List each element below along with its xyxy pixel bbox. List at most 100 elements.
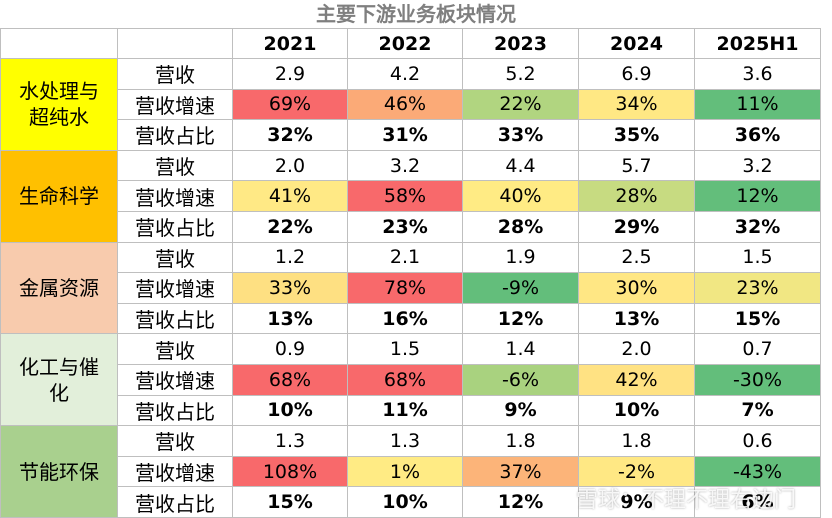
cell: 1.9 [462,241,579,274]
cell: 13% [232,302,348,335]
cell: 32% [232,119,348,151]
corner-cell [117,28,233,59]
cell: 108% [232,455,348,488]
cell: 2.0 [232,149,348,182]
cell: 11% [694,88,821,121]
cell: 22% [462,88,579,121]
cell: -30% [694,363,821,396]
row: 化工与催化 营收 0.9 1.5 1.4 2.0 0.7 [0,333,821,427]
group-cell: 化工与催化 [0,333,118,427]
cell: 1.5 [694,241,821,274]
cell: 78% [347,272,463,304]
cell: 9% [462,394,579,427]
group-cell: 水处理与超纯水 [0,58,118,151]
row-label: 营收增速 [117,363,233,396]
cell: 3.2 [347,149,463,182]
cell: 35% [578,119,695,151]
cell: 1.3 [347,425,463,457]
row-label: 营收增速 [117,272,233,304]
cell: 2.1 [347,241,463,274]
cell: 1.4 [462,333,579,365]
cell: 2.0 [578,333,695,365]
corner-cell [0,28,118,59]
row: 营收增速 108% 1% 37% -2% -43% [1,455,821,488]
group-cell: 节能环保 [0,425,118,518]
column-header: 2022 [347,28,463,59]
column-header: 2025H1 [694,28,821,59]
group-name: 节能环保 [19,459,99,484]
row: 金属资源 营收 1.2 2.1 1.9 2.5 1.5 [0,241,821,335]
cell: 1.8 [578,425,695,457]
row-label: 营收占比 [117,210,233,243]
column-header: 2023 [462,28,579,59]
cell: 46% [347,88,463,121]
row: 营收占比 10% 11% 9% 10% 7% [1,394,821,427]
cell: 0.9 [232,333,348,365]
cell: 23% [347,210,463,243]
cell: 30% [578,272,695,304]
cell: 33% [232,272,348,304]
row: 营收占比 15% 10% 12% 9% 6% [1,486,821,518]
row-label: 营收增速 [117,180,233,212]
group-name: 化工与催化 [19,354,99,405]
cell: 28% [578,180,695,212]
cell: 34% [578,88,695,121]
row: 营收增速 68% 68% -6% 42% -30% [1,363,821,396]
group-cell: 生命科学 [0,149,118,243]
cell: 12% [462,486,579,518]
cell: 2.9 [232,58,348,90]
group-cell: 金属资源 [0,241,118,335]
cell: 15% [694,302,821,335]
cell: 40% [462,180,579,212]
cell: 32% [694,210,821,243]
cell: 68% [347,363,463,396]
title: 主要下游业务板块情况 [316,2,516,26]
cell: 69% [232,88,348,121]
cell: 7% [694,394,821,427]
row: 营收占比 22% 23% 28% 29% 32% [1,210,821,243]
cell: 0.6 [694,425,821,457]
cell: 31% [347,119,463,151]
row: 营收增速 33% 78% -9% 30% 23% [1,272,821,304]
cell: -9% [462,272,579,304]
cell: 36% [694,119,821,151]
row: 节能环保 营收 1.3 1.3 1.8 1.8 0.6 [0,425,821,518]
row-label: 营收占比 [117,394,233,427]
row: 营收增速 69% 46% 22% 34% 11% [1,88,821,121]
cell: 4.2 [347,58,463,90]
cell: 5.2 [462,58,579,90]
group-name: 金属资源 [19,275,99,300]
watermark: 雪球：不理不理右边门 [575,488,796,513]
row: 水处理与超纯水 营收 2.9 4.2 5.2 6.9 3.6 [0,58,821,151]
group-name: 水处理与超纯水 [19,79,99,130]
row-label: 营收 [117,58,233,90]
cell: 6% [694,486,821,518]
cell: 6.9 [578,58,695,90]
cell: 10% [578,394,695,427]
cell: 1.5 [347,333,463,365]
cell: 1.2 [232,241,348,274]
cell: 1.3 [232,425,348,457]
row: 营收增速 41% 58% 40% 28% 12% [1,180,821,212]
cell: 4.4 [462,149,579,182]
row: 营收占比 32% 31% 33% 35% 36% [1,119,821,151]
cell: 23% [694,272,821,304]
group-name: 生命科学 [19,184,99,209]
cell: 29% [578,210,695,243]
cell: 3.2 [694,149,821,182]
cell: -6% [462,363,579,396]
cell: 12% [462,302,579,335]
cell: 2.5 [578,241,695,274]
cell: 58% [347,180,463,212]
cell: -43% [694,455,821,488]
cell: 16% [347,302,463,335]
cell: 10% [347,486,463,518]
row-label: 营收 [117,149,233,182]
cell: 11% [347,394,463,427]
cell: 1.8 [462,425,579,457]
header-row: 2021 2022 2023 2024 2025H1 [0,28,821,59]
row-label: 营收 [117,333,233,365]
cell: 10% [232,394,348,427]
cell: 13% [578,302,695,335]
